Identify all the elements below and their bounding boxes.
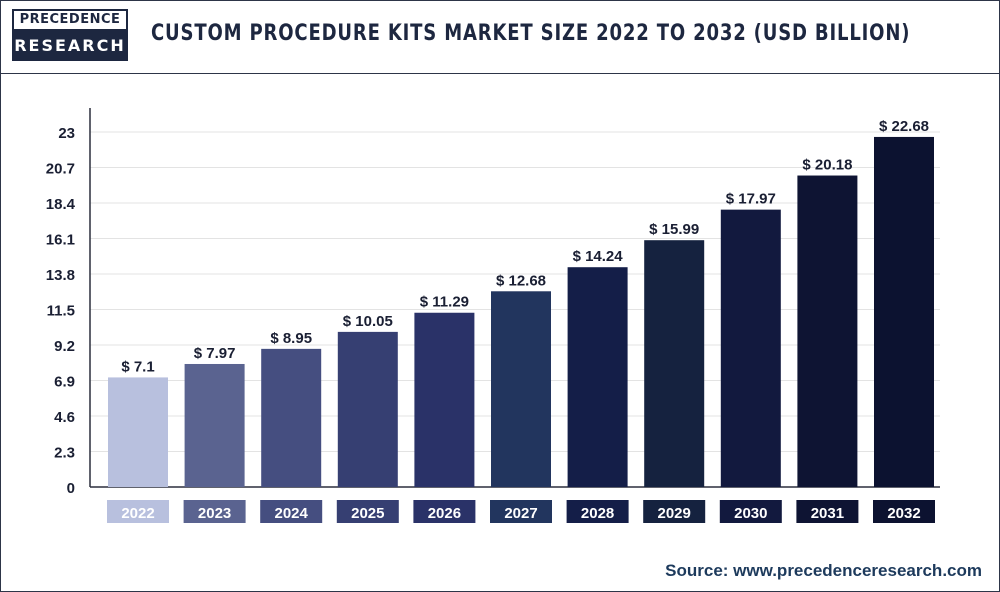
y-tick-label: 4.6 [54,409,75,426]
y-tick-label: 13.8 [46,267,75,284]
data-label: $ 20.18 [802,157,852,174]
data-label: $ 22.68 [879,118,929,135]
data-label: $ 12.68 [496,272,546,289]
x-tick-box [183,500,246,523]
data-label: $ 14.24 [573,248,624,265]
y-tick-label: 6.9 [54,374,75,391]
bar [414,312,475,487]
y-tick-label: 0 [67,480,75,497]
data-label: $ 11.29 [420,294,469,311]
logo-top-text: PRECEDENCE [12,9,128,31]
y-tick-label: 18.4 [46,196,76,213]
x-tick-box [260,500,323,523]
x-tick-label: 2026 [428,505,461,522]
bar [797,175,858,487]
x-tick-label: 2029 [658,505,691,522]
x-tick-box [566,500,629,523]
x-tick-label: 2023 [198,505,231,522]
x-tick-box [643,500,706,523]
x-tick-box [873,500,935,523]
x-tick-label: 2024 [275,505,309,522]
bar [644,240,705,487]
data-label: $ 8.95 [270,330,312,347]
y-tick-label: 16.1 [46,232,75,249]
y-tick-label: 9.2 [54,338,75,355]
bar [874,136,934,487]
x-tick-box [719,500,782,523]
data-label: $ 15.99 [649,221,699,238]
data-label: $ 7.97 [194,345,236,362]
header: PRECEDENCE RESEARCH CUSTOM PROCEDURE KIT… [1,1,999,74]
logo-bottom-text: RESEARCH [12,31,128,61]
x-tick-label: 2028 [581,505,614,522]
x-tick-label: 2032 [887,505,920,522]
y-tick-label: 11.5 [47,303,75,320]
x-tick-box [796,500,859,523]
source-note: Source: www.precedenceresearch.com [665,561,982,580]
data-label: $ 10.05 [343,313,393,330]
x-tick-box [107,500,169,523]
bar [108,377,168,487]
x-tick-label: 2030 [734,505,767,522]
data-label: $ 17.97 [726,191,776,208]
brand-logo: PRECEDENCE RESEARCH [12,9,128,65]
x-tick-box [413,500,476,523]
data-label: $ 7.1 [121,358,154,375]
bar [184,363,245,487]
x-tick-label: 2022 [121,505,154,522]
y-tick-label: 20.7 [46,161,75,178]
x-tick-label: 2025 [351,505,384,522]
chart-title: CUSTOM PROCEDURE KITS MARKET SIZE 2022 T… [151,21,911,46]
y-tick-label: 23 [58,125,75,142]
y-tick-label: 2.3 [54,445,75,462]
bar [720,209,781,487]
x-tick-label: 2027 [504,505,537,522]
bar [567,267,628,487]
bar [337,331,398,487]
bar [261,348,322,487]
x-tick-box [336,500,399,523]
x-tick-box [490,500,552,523]
x-tick-label: 2031 [811,505,844,522]
bar [491,291,551,487]
